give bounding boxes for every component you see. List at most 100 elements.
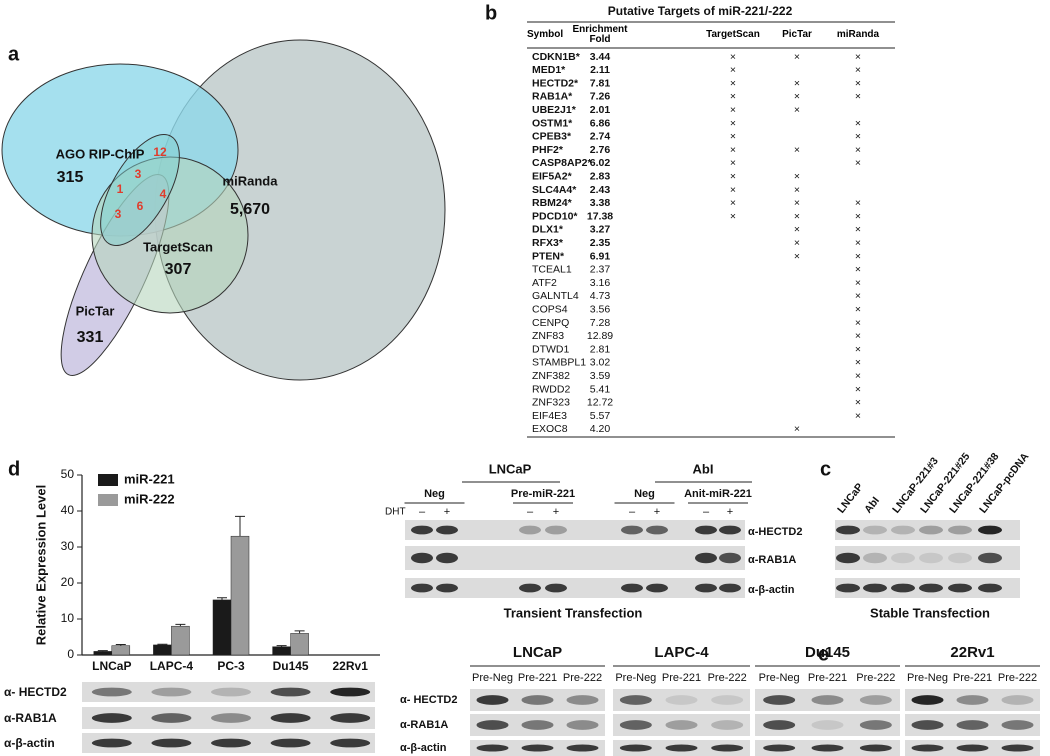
check-mark: × <box>730 64 736 76</box>
check-mark: × <box>794 170 800 182</box>
column-header: Symbol <box>527 30 563 40</box>
check-mark: × <box>855 131 861 143</box>
table-cell: 2.74 <box>590 131 611 143</box>
antibody-label: α-RAB1A <box>4 711 57 725</box>
condition: Pre-miR-221 <box>511 488 575 500</box>
x-tick-label: PC-3 <box>217 659 245 673</box>
check-mark: × <box>855 343 861 355</box>
panel-label: d <box>8 458 20 480</box>
blot-band <box>919 525 943 535</box>
table-cell: ZNF83 <box>532 330 564 342</box>
table-cell: PDCD10* <box>532 210 578 222</box>
blot-band <box>270 738 311 748</box>
check-mark: × <box>855 144 861 156</box>
check-mark: × <box>730 197 736 209</box>
panel-label: e <box>818 643 829 665</box>
lane-label: Pre-Neg <box>759 672 800 684</box>
table-cell: 3.27 <box>590 224 611 236</box>
blot-band <box>436 552 458 564</box>
check-mark: × <box>855 410 861 422</box>
table-cell: 3.59 <box>590 370 611 382</box>
lane-label: Pre-Neg <box>907 672 948 684</box>
table-cell: ZNF323 <box>532 397 570 409</box>
blot-band <box>411 583 433 593</box>
antibody-label: α-RAB1A <box>400 719 448 731</box>
antibody-label: α-HECTD2 <box>748 526 802 538</box>
table-cell: 2.37 <box>590 264 611 276</box>
check-mark: × <box>855 277 861 289</box>
set-count: 331 <box>77 329 104 346</box>
table-cell: 3.44 <box>590 51 611 63</box>
blot-band <box>919 552 943 564</box>
y-tick-label: 30 <box>61 539 75 553</box>
blot-band <box>211 738 251 748</box>
blot-band <box>956 695 989 705</box>
column-header: PicTar <box>782 30 812 40</box>
x-tick-label: 22Rv1 <box>333 659 369 673</box>
y-axis-label: Relative Expression Level <box>33 485 48 645</box>
blot-band <box>646 553 668 564</box>
table-title: Putative Targets of miR-221/-222 <box>608 4 793 18</box>
check-mark: × <box>855 397 861 409</box>
check-mark: × <box>730 144 736 156</box>
blot-band <box>330 687 371 697</box>
check-mark: × <box>730 184 736 196</box>
blot-strip <box>405 520 745 540</box>
table-cell: 2.81 <box>590 343 611 355</box>
blot-band <box>978 552 1002 564</box>
group-name: 22Rv1 <box>950 644 994 661</box>
y-tick-label: 20 <box>61 575 75 589</box>
lane-label: Pre-221 <box>953 672 992 684</box>
blot-band <box>521 744 554 752</box>
lane-label: Pre-221 <box>518 672 557 684</box>
check-mark: × <box>855 357 861 369</box>
table-cell: CASP8AP2* <box>532 157 592 169</box>
blot-band <box>836 583 860 593</box>
bar <box>290 633 309 656</box>
panel-label: a <box>8 43 20 65</box>
lane-label: Pre-222 <box>998 672 1037 684</box>
check-mark: × <box>855 51 861 63</box>
blot-band <box>978 525 1002 535</box>
blot-band <box>836 552 860 564</box>
legend-swatch <box>98 494 118 506</box>
table-cell: 6.91 <box>590 250 611 262</box>
blot-band <box>863 583 887 593</box>
column-header: TargetScan <box>706 30 760 40</box>
check-mark: × <box>730 210 736 222</box>
blot-band <box>811 695 844 705</box>
check-mark: × <box>855 264 861 276</box>
dose: – <box>527 506 534 518</box>
table-cell: ATF2 <box>532 277 557 289</box>
blot-band <box>911 695 944 705</box>
check-mark: × <box>855 157 861 169</box>
dose: + <box>727 506 733 518</box>
check-mark: × <box>730 157 736 169</box>
blot-band <box>978 583 1002 593</box>
blot-band <box>545 525 567 535</box>
blot-band <box>91 713 132 723</box>
table-cell: 7.28 <box>590 317 611 329</box>
set-count: 5,670 <box>230 201 270 218</box>
check-mark: × <box>855 290 861 302</box>
table-cell: HECTD2* <box>532 77 579 89</box>
check-mark: × <box>794 224 800 236</box>
blot-band <box>646 583 668 593</box>
table-cell: DTWD1 <box>532 343 569 355</box>
check-mark: × <box>730 131 736 143</box>
error-bar <box>276 645 287 647</box>
table-cell: EIF4E3 <box>532 410 567 422</box>
blot-band <box>330 713 371 723</box>
dose: – <box>419 506 426 518</box>
bar <box>93 651 113 656</box>
dose: + <box>444 506 450 518</box>
x-tick-label: LAPC-4 <box>150 659 194 673</box>
blot-strip <box>905 689 1040 711</box>
blot-band <box>891 552 915 564</box>
table-cell: CPEB3* <box>532 131 572 143</box>
table-cell: 12.89 <box>587 330 613 342</box>
table-cell: PHF2* <box>532 144 564 156</box>
blot-band <box>619 744 652 752</box>
blot-band <box>436 583 458 593</box>
